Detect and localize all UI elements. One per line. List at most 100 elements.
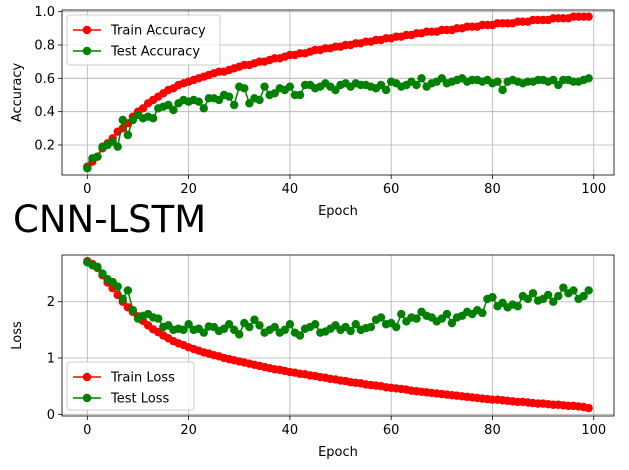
legend-swatch-marker [82,372,92,382]
x-tick-label: 100 [581,423,606,438]
series-train [83,256,593,413]
data-point [194,97,203,106]
x-tick-label: 60 [383,423,400,438]
data-point [346,326,355,336]
y-tick-label: 0.2 [34,139,55,154]
legend-box [66,14,221,66]
data-point [488,293,497,302]
y-axis-label: Accuracy [10,63,25,123]
data-point [569,286,578,295]
data-point [93,152,102,161]
data-point [113,282,122,291]
data-point [123,130,133,140]
data-point [113,142,122,151]
legend-label: Test Accuracy [110,45,200,60]
x-tick-label: 60 [383,182,400,197]
figure-title: CNN-LSTM [13,198,207,241]
data-point [154,314,163,323]
data-point [280,325,290,335]
data-point [148,114,158,123]
data-point [559,283,568,292]
legend: Train Accuracy Test Accuracy [66,14,221,66]
legend-swatch-marker [82,25,92,35]
grid [62,10,614,175]
legend-swatch-marker [82,393,92,403]
data-point [98,269,107,278]
data-point [543,290,553,300]
axes-frame [61,254,615,417]
data-point [442,309,452,319]
data-point [478,308,487,318]
series-test [83,74,593,173]
data-point [260,82,269,91]
data-point [498,85,507,95]
y-tick-label: 1.0 [34,5,55,20]
data-point [584,286,593,295]
y-tick-label: 0.8 [34,39,55,54]
data-point [528,289,538,298]
data-point [118,115,127,125]
x-tick-label: 0 [83,423,91,438]
data-point [311,320,320,329]
x-tick-label: 80 [484,423,501,438]
data-point [123,286,133,295]
y-tick-label: 0 [47,408,55,423]
data-point [169,105,178,115]
y-tick-label: 0.4 [34,105,55,120]
data-point [250,315,259,324]
x-tick-label: 80 [484,182,501,197]
loss-chart: 0 20 40 60 80 100 0 1 2 Epoch Loss Train Loss Test L… [10,254,615,460]
legend-swatch-marker [82,46,92,56]
data-point [118,294,127,304]
data-point [381,85,391,95]
data-point [366,322,376,332]
data-point [397,309,406,319]
accuracy-chart: 0 20 40 60 80 100 0.2 0.4 0.6 0.8 1.0 Epoch Accuracy… [10,5,615,219]
data-point [554,291,563,301]
data-point [376,313,386,322]
x-tick-label: 100 [581,182,606,197]
data-point [128,305,138,315]
legend-label: Train Accuracy [110,24,206,39]
x-tick-label: 0 [83,182,91,197]
x-tick-label: 40 [282,423,299,438]
data-point [285,320,295,329]
data-point [351,320,360,329]
data-point [83,164,92,173]
data-point [184,320,193,329]
data-point [270,322,279,332]
data-point [295,331,305,340]
series-test [83,258,593,340]
data-point [579,291,588,301]
data-point [199,104,208,113]
data-point [513,302,522,311]
x-axis-label: Epoch [318,204,358,219]
legend: Train Loss Test Loss [66,361,195,411]
data-point [199,328,208,337]
data-point [224,320,234,329]
data-point [412,80,421,90]
data-point [295,90,305,100]
data-point [493,77,502,86]
data-point [584,74,593,83]
y-axis-label: Loss [10,321,25,350]
data-point [179,325,188,335]
data-point [229,100,239,110]
data-point [255,95,264,105]
legend-label: Train Loss [110,371,175,386]
data-point [584,403,593,413]
x-tick-label: 20 [180,423,197,438]
data-point [285,82,295,91]
data-point [255,321,264,330]
x-tick-label: 40 [282,182,299,197]
data-point [412,314,421,323]
data-point [392,322,401,332]
data-point [224,92,234,101]
data-point [523,294,533,304]
data-point [245,322,254,332]
data-point [584,12,593,21]
y-tick-label: 1 [47,352,55,367]
data-point [235,330,244,339]
legend-label: Test Loss [110,392,169,407]
